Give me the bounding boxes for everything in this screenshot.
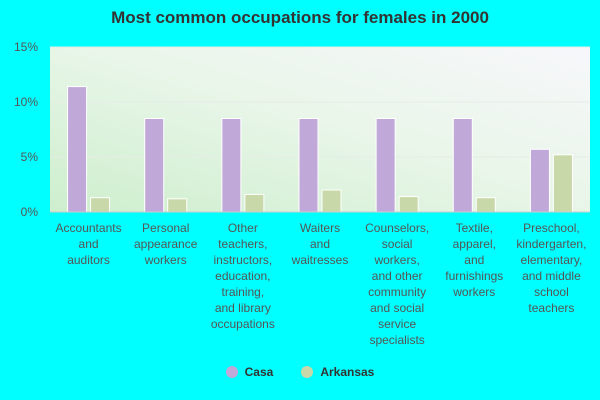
bar-casa (298, 118, 319, 213)
y-tick-label: 5% (21, 150, 39, 164)
bar-casa (375, 118, 396, 213)
bar-arkansas (321, 189, 342, 213)
y-tick-label: 0% (21, 205, 39, 219)
x-category-label: Accountants and auditors (55, 221, 122, 267)
plot-background (50, 47, 590, 212)
x-category-label: Preschool, kindergarten, elementary, and mi… (516, 221, 587, 315)
legend-label-casa: Casa (244, 365, 274, 379)
x-category-label: Waiters and waitresses (291, 221, 349, 267)
bar-arkansas (552, 154, 573, 213)
bar-casa (221, 118, 242, 213)
bar-casa (144, 118, 165, 213)
bar-arkansas (167, 198, 188, 213)
x-category-label: Textile, apparel, and furnishings workers (445, 221, 504, 299)
bar-casa (452, 118, 473, 213)
bar-arkansas (398, 196, 419, 213)
legend-item-casa: Casa (225, 365, 274, 379)
bar-arkansas (475, 197, 496, 213)
legend-swatch-arkansas (301, 366, 314, 378)
bar-casa (67, 86, 88, 213)
x-category-label: Personal appearance workers (134, 221, 198, 267)
x-category-label: Counselors, social workers, and other commun… (365, 221, 430, 347)
legend: Casa Arkansas (0, 365, 600, 379)
y-tick-label: 15% (14, 40, 38, 54)
x-category-label: Other teachers, instructors, education, trai… (210, 221, 275, 331)
legend-item-arkansas: Arkansas (301, 365, 374, 379)
y-tick-label: 10% (14, 95, 38, 109)
bar-casa (529, 148, 550, 213)
legend-swatch-casa (225, 366, 238, 378)
chart-title: Most common occupations for females in 2… (111, 8, 489, 27)
bar-arkansas (244, 193, 265, 213)
legend-label-arkansas: Arkansas (320, 365, 375, 379)
bar-arkansas (90, 197, 111, 213)
